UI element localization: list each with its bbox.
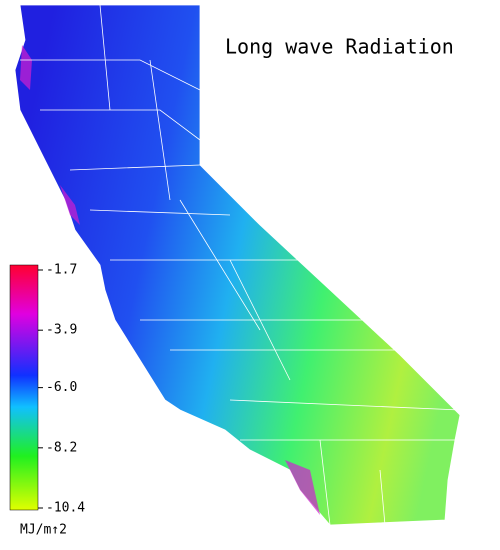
colorbar-unit: MJ/m↑2 [20, 523, 67, 538]
colorbar-tick-label: -6.0 [46, 380, 77, 395]
county-lines [20, 4, 461, 526]
california [14, 4, 461, 526]
colorbar-tick-label: -3.9 [46, 323, 77, 338]
colorbar [9, 264, 39, 511]
map-title: Long wave Radiation [225, 35, 454, 59]
coast-highlight [20, 45, 320, 515]
colorbar-tick-label: -8.2 [46, 440, 77, 455]
colorbar-tick-label: -1.7 [46, 263, 77, 278]
colorbar-tick-label: -10.4 [46, 501, 85, 516]
